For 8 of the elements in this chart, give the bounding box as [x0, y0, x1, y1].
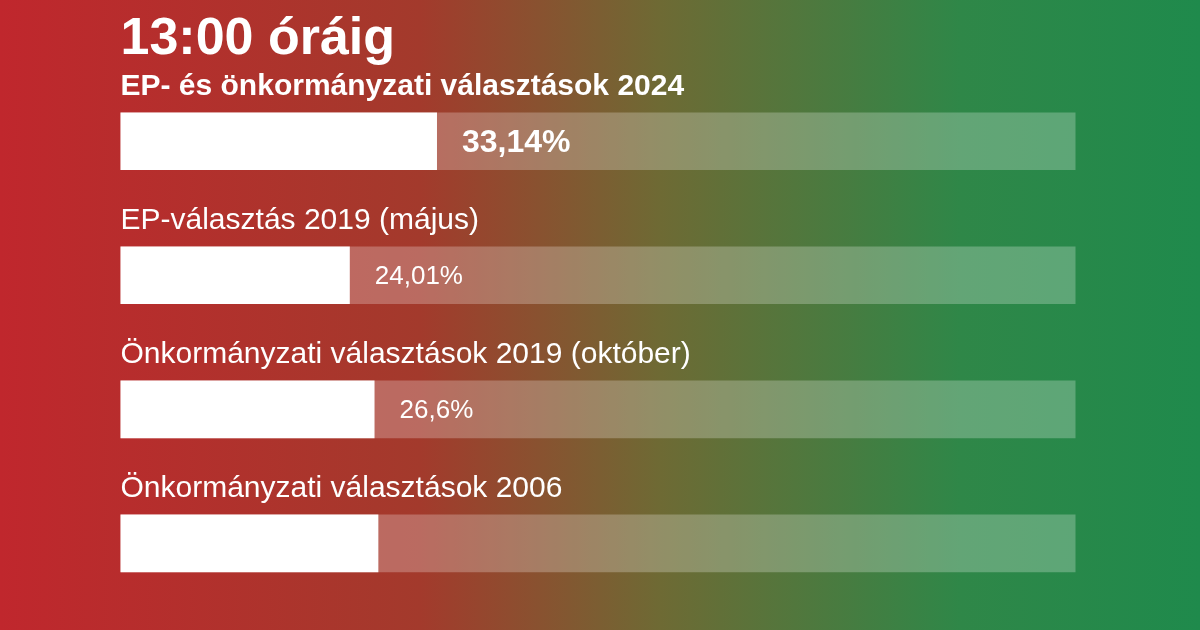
- data-label: 24,01%: [374, 260, 463, 291]
- data-label: 26,6%: [399, 394, 474, 425]
- y-tick-label: Önkormányzati választások 2006: [120, 470, 563, 504]
- data-label: 33,14%: [461, 123, 571, 160]
- y-tick-label: Önkormányzati választások 2019 (október): [120, 336, 691, 370]
- y-tick-label: EP- és önkormányzati választások 2024: [120, 68, 685, 102]
- y-tick-label: EP-választás 2019 (május): [120, 202, 479, 236]
- chart-title: 13:00 óráig: [120, 7, 396, 66]
